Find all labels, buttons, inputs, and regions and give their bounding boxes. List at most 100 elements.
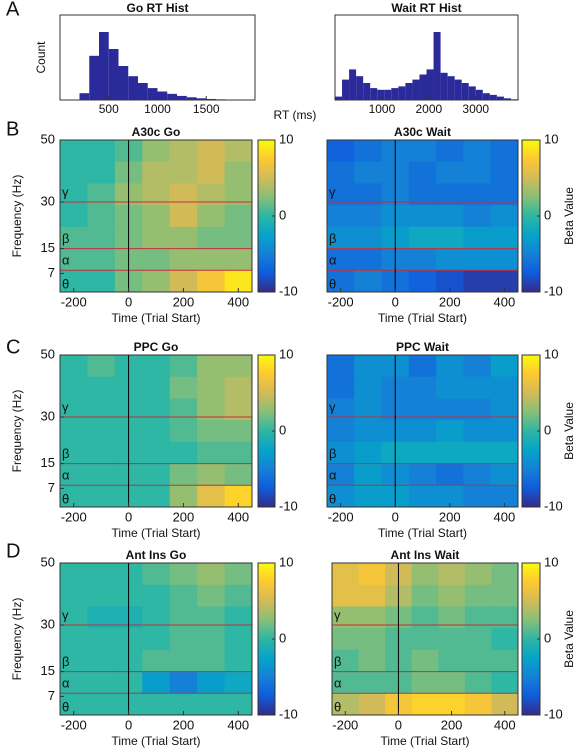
- heatmap-cell: [436, 463, 464, 486]
- histogram-bar: [118, 66, 129, 100]
- x-axis-label: Time (Trial Start): [111, 311, 200, 325]
- heatmap-cell: [436, 270, 464, 293]
- heatmap-cell: [224, 693, 253, 716]
- heatmap-cell: [169, 441, 198, 465]
- histogram-bar: [363, 83, 371, 100]
- heatmap-cell: [327, 355, 355, 378]
- heatmap-cell: [197, 671, 226, 694]
- heatmap-cell: [436, 226, 464, 250]
- heatmap-cell: [224, 485, 253, 508]
- heatmap-cell: [490, 270, 519, 293]
- heatmap-cell: [60, 584, 88, 607]
- heatmap-cell: [490, 226, 519, 250]
- y-tick-label: 50: [41, 346, 55, 361]
- histogram-bar: [461, 83, 469, 100]
- heatmap-cell: [358, 649, 386, 673]
- y-tick-label: 50: [41, 131, 55, 146]
- x-tick-label: 0: [125, 294, 132, 309]
- x-tick-label: 3000: [462, 102, 489, 116]
- x-tick-label: 200: [173, 294, 195, 309]
- histogram-bar: [335, 96, 343, 100]
- heatmap-cell: [436, 183, 464, 206]
- y-axis-label: Frequency (Hz): [10, 598, 24, 681]
- chart-title: Wait RT Hist: [391, 1, 461, 15]
- heatmap-cell: [490, 355, 519, 378]
- heatmap-cell: [142, 693, 171, 716]
- heatmap-cell: [60, 226, 88, 250]
- heatmap-cell: [358, 563, 386, 586]
- heatmap-cell: [411, 628, 439, 651]
- y-axis-label: Frequency (Hz): [10, 175, 24, 258]
- band-label: β: [334, 654, 341, 669]
- heatmap-cell: [332, 628, 360, 651]
- heatmap-cell: [197, 693, 226, 716]
- panel-label: D: [6, 540, 20, 562]
- heatmap-cell: [169, 649, 198, 673]
- colorbar-tick-label: -10: [544, 706, 563, 721]
- colorbar-tick-label: 0: [544, 630, 551, 645]
- heatmap-cell: [224, 161, 253, 184]
- heatmap-cell: [169, 671, 198, 694]
- heatmap-cell: [142, 485, 171, 508]
- heatmap-cell: [354, 355, 383, 378]
- heatmap-cell: [411, 671, 439, 694]
- heatmap-cell: [224, 563, 253, 586]
- x-tick-label: 500: [99, 102, 119, 116]
- histogram-bar: [433, 32, 441, 100]
- heatmap-cell: [354, 420, 383, 443]
- histogram-bar: [342, 79, 350, 100]
- heatmap-cell: [436, 205, 464, 228]
- heatmap-cell: [411, 649, 439, 673]
- heatmap-cell: [60, 183, 88, 206]
- heatmap-cell: [463, 205, 492, 228]
- heatmap-cell: [436, 161, 464, 184]
- heatmap-cell: [438, 584, 466, 607]
- heatmap-cell: [142, 183, 171, 206]
- heatmap-cell: [169, 205, 198, 228]
- heatmap-cell: [327, 485, 355, 508]
- heatmap-cell: [169, 420, 198, 443]
- band-label: β: [62, 446, 69, 461]
- heatmap-cell: [87, 398, 116, 421]
- x-axis-label: Time (Trial Start): [111, 526, 200, 540]
- band-label: α: [329, 253, 337, 268]
- heatmap-cell: [464, 649, 492, 673]
- heatmap-cell: [411, 606, 439, 629]
- y-tick-label: 30: [41, 408, 55, 423]
- panel-label: B: [6, 118, 19, 140]
- y-tick-label: 15: [41, 240, 55, 255]
- heatmap-cell: [60, 205, 88, 228]
- heatmap-cell: [87, 606, 116, 629]
- heatmap-cell: [169, 270, 198, 293]
- heatmap-cell: [142, 441, 171, 465]
- heatmap-cell: [491, 693, 519, 716]
- x-tick-label: 0: [125, 717, 132, 732]
- heatmap-cell: [142, 355, 171, 378]
- histogram-bar: [412, 79, 420, 100]
- histogram-bar: [377, 89, 385, 100]
- axes-frame: [331, 562, 519, 716]
- heatmap-cell: [197, 205, 226, 228]
- axes-frame: [326, 139, 519, 293]
- colorbar-tick-label: 0: [544, 207, 551, 222]
- heatmap-cell: [436, 248, 464, 271]
- x-tick-label: 400: [227, 509, 249, 524]
- colorbar-tick-label: 10: [544, 131, 558, 146]
- heatmap-cell: [438, 693, 466, 716]
- heatmap-cell: [491, 649, 519, 673]
- heatmap-cell: [354, 205, 383, 228]
- x-tick-label: -200: [61, 509, 87, 524]
- x-tick-label: 400: [494, 294, 516, 309]
- chart-title: Ant Ins Go: [126, 548, 187, 562]
- histogram-bar: [147, 88, 158, 100]
- heatmap-cell: [463, 485, 492, 508]
- heatmap-cell: [169, 398, 198, 421]
- band-label: θ: [334, 699, 341, 714]
- heatmap-cell: [463, 270, 492, 293]
- heatmap-cell: [87, 376, 116, 399]
- heatmap-cell: [327, 183, 355, 206]
- heatmap-cell: [197, 183, 226, 206]
- heatmap-cell: [60, 376, 88, 399]
- histogram-bar: [384, 89, 392, 100]
- heatmap-cell: [224, 420, 253, 443]
